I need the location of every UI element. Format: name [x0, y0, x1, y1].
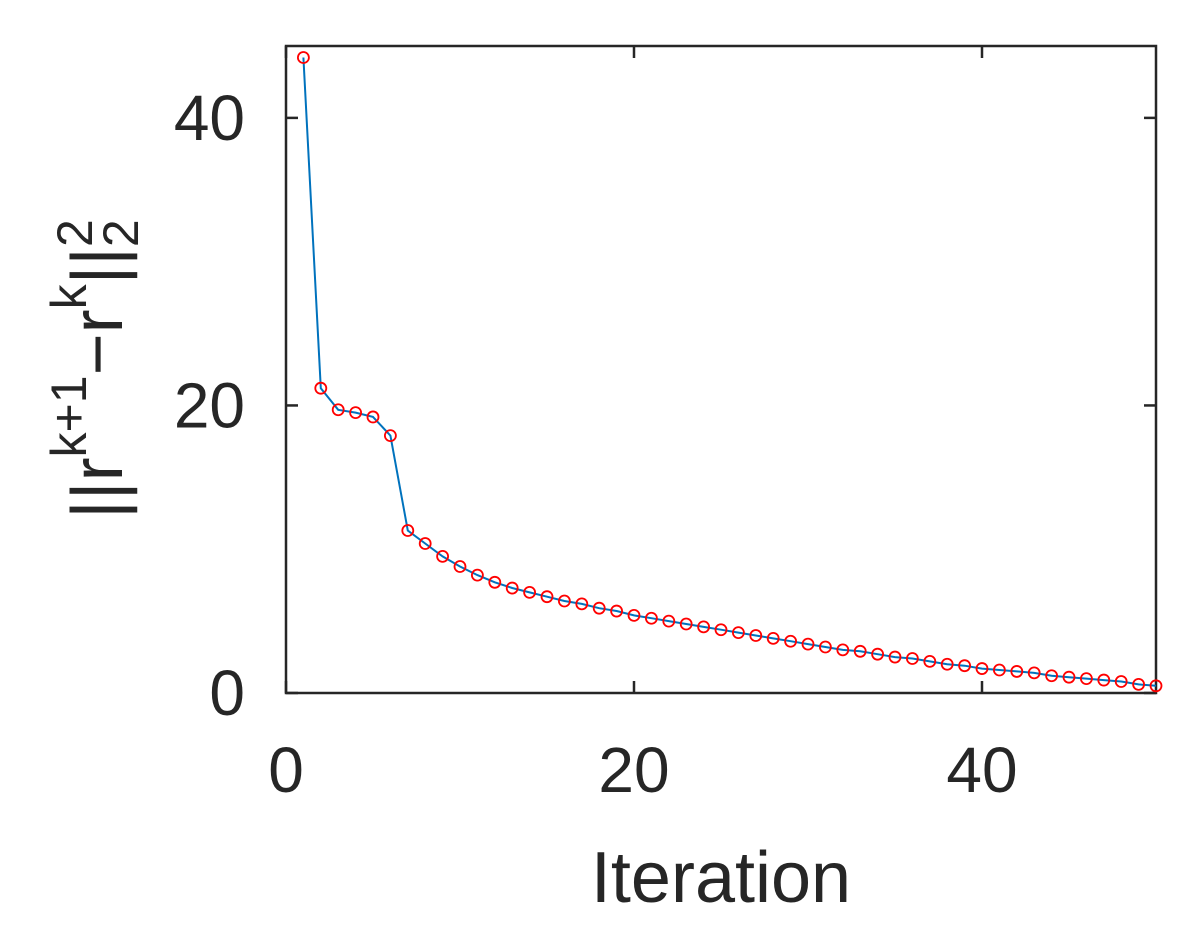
x-axis-label: Iteration — [591, 838, 851, 918]
data-point-25 — [714, 623, 728, 637]
data-point-40 — [975, 662, 989, 675]
data-point-30 — [801, 637, 815, 651]
data-point-23 — [679, 617, 693, 631]
data-point-20 — [627, 608, 641, 622]
data-point-50 — [1149, 679, 1163, 693]
data-point-37 — [923, 654, 937, 668]
data-point-43 — [1027, 666, 1041, 680]
data-point-31 — [819, 640, 832, 654]
data-point-8 — [418, 537, 432, 550]
y-tick-label-20: 20 — [174, 369, 245, 441]
data-point-47 — [1097, 673, 1111, 687]
data-point-4 — [349, 406, 363, 420]
y-label-sup-k1: k+1 — [41, 375, 97, 457]
data-point-5 — [366, 410, 380, 424]
y-label-sub-2: 2 — [93, 219, 149, 247]
data-point-33 — [853, 644, 867, 658]
data-point-7 — [401, 524, 415, 537]
data-point-22 — [662, 614, 676, 628]
data-point-46 — [1080, 672, 1093, 686]
data-point-17 — [575, 597, 589, 611]
data-point-1 — [296, 51, 310, 64]
data-point-6 — [383, 429, 397, 443]
data-point-9 — [436, 550, 450, 563]
data-point-35 — [888, 650, 902, 664]
data-point-34 — [871, 647, 884, 661]
series-line-0 — [302, 57, 1157, 687]
data-point-13 — [505, 581, 519, 595]
data-point-32 — [836, 643, 850, 657]
y-label-base: ||r — [58, 457, 138, 518]
data-point-49 — [1132, 677, 1145, 691]
data-point-3 — [331, 403, 345, 417]
data-point-12 — [488, 575, 502, 589]
x-tick-label-0: 0 — [268, 734, 304, 806]
data-point-15 — [540, 590, 554, 604]
y-label-end: || — [58, 247, 138, 284]
data-point-36 — [906, 652, 919, 665]
data-point-38 — [940, 657, 954, 671]
data-point-11 — [470, 568, 484, 582]
y-tick-label-0: 0 — [209, 657, 245, 729]
data-point-24 — [697, 620, 710, 634]
data-point-29 — [784, 634, 797, 648]
y-tick-label-40: 40 — [174, 82, 245, 154]
data-point-10 — [453, 560, 467, 573]
y-label-sup-k: k — [41, 283, 97, 309]
data-point-26 — [732, 626, 745, 640]
ticks-layer — [284, 46, 1156, 695]
data-point-45 — [1062, 670, 1076, 684]
data-point-19 — [610, 604, 623, 618]
y-label-mid: −r — [58, 309, 138, 375]
data-point-18 — [592, 601, 606, 615]
data-point-41 — [993, 663, 1006, 677]
plot-frame — [284, 44, 1158, 695]
x-tick-label-20: 20 — [598, 734, 669, 806]
data-point-21 — [645, 611, 658, 625]
x-tick-label-40: 40 — [946, 734, 1017, 806]
tick-labels-layer: 0 20 40 0 20 40 — [174, 82, 1018, 806]
data-point-16 — [558, 594, 571, 608]
series-layer — [296, 51, 1163, 693]
data-point-42 — [1010, 665, 1024, 678]
data-point-14 — [523, 585, 536, 599]
data-point-27 — [749, 629, 763, 642]
data-point-2 — [314, 381, 328, 395]
data-point-28 — [766, 631, 780, 645]
data-point-44 — [1045, 669, 1058, 683]
data-point-39 — [958, 659, 971, 673]
y-axis-label: ||rk+1−rk||22 — [41, 219, 149, 519]
data-point-48 — [1114, 675, 1128, 688]
y-label-sup-2: 2 — [47, 219, 103, 247]
